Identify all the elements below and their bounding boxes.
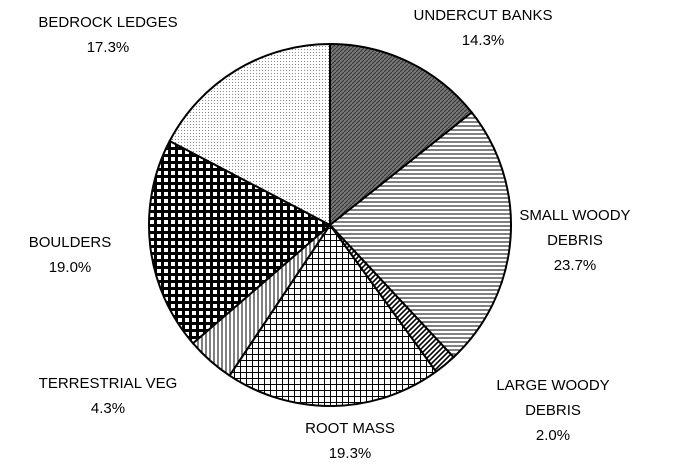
slice-label: ROOT MASS 19.3% — [305, 416, 395, 466]
value-label: 17.3% — [86, 39, 130, 56]
slice-label: BOULDERS 19.0% — [29, 230, 112, 280]
pie-slice — [228, 224, 438, 407]
category-label: SMALL WOODY DEBRIS — [519, 207, 631, 249]
value-label: 14.3% — [461, 32, 505, 49]
value-label: 19.3% — [328, 445, 372, 462]
value-label: 2.0% — [535, 427, 571, 444]
category-label: BOULDERS — [28, 234, 112, 251]
category-label: LARGE WOODY DEBRIS — [496, 377, 610, 419]
category-label: BEDROCK LEDGES — [38, 14, 178, 31]
value-label: 23.7% — [553, 257, 597, 274]
value-label: 4.3% — [90, 400, 126, 417]
slice-label: SMALL WOODY DEBRIS 23.7% — [510, 203, 640, 278]
slice-label: UNDERCUT BANKS 14.3% — [414, 3, 553, 53]
slice-label: TERRESTRIAL VEG 4.3% — [39, 371, 178, 421]
pie-slice — [168, 43, 331, 226]
slice-label: BEDROCK LEDGES 17.3% — [38, 10, 177, 60]
pie-slice — [148, 139, 331, 345]
category-label: TERRESTRIAL VEG — [38, 375, 178, 392]
slice-label: LARGE WOODY DEBRIS 2.0% — [488, 373, 618, 448]
category-label: UNDERCUT BANKS — [413, 7, 553, 24]
category-label: ROOT MASS — [305, 420, 395, 437]
value-label: 19.0% — [48, 259, 92, 276]
pie-slice — [329, 43, 473, 226]
pie-slice — [329, 111, 512, 359]
